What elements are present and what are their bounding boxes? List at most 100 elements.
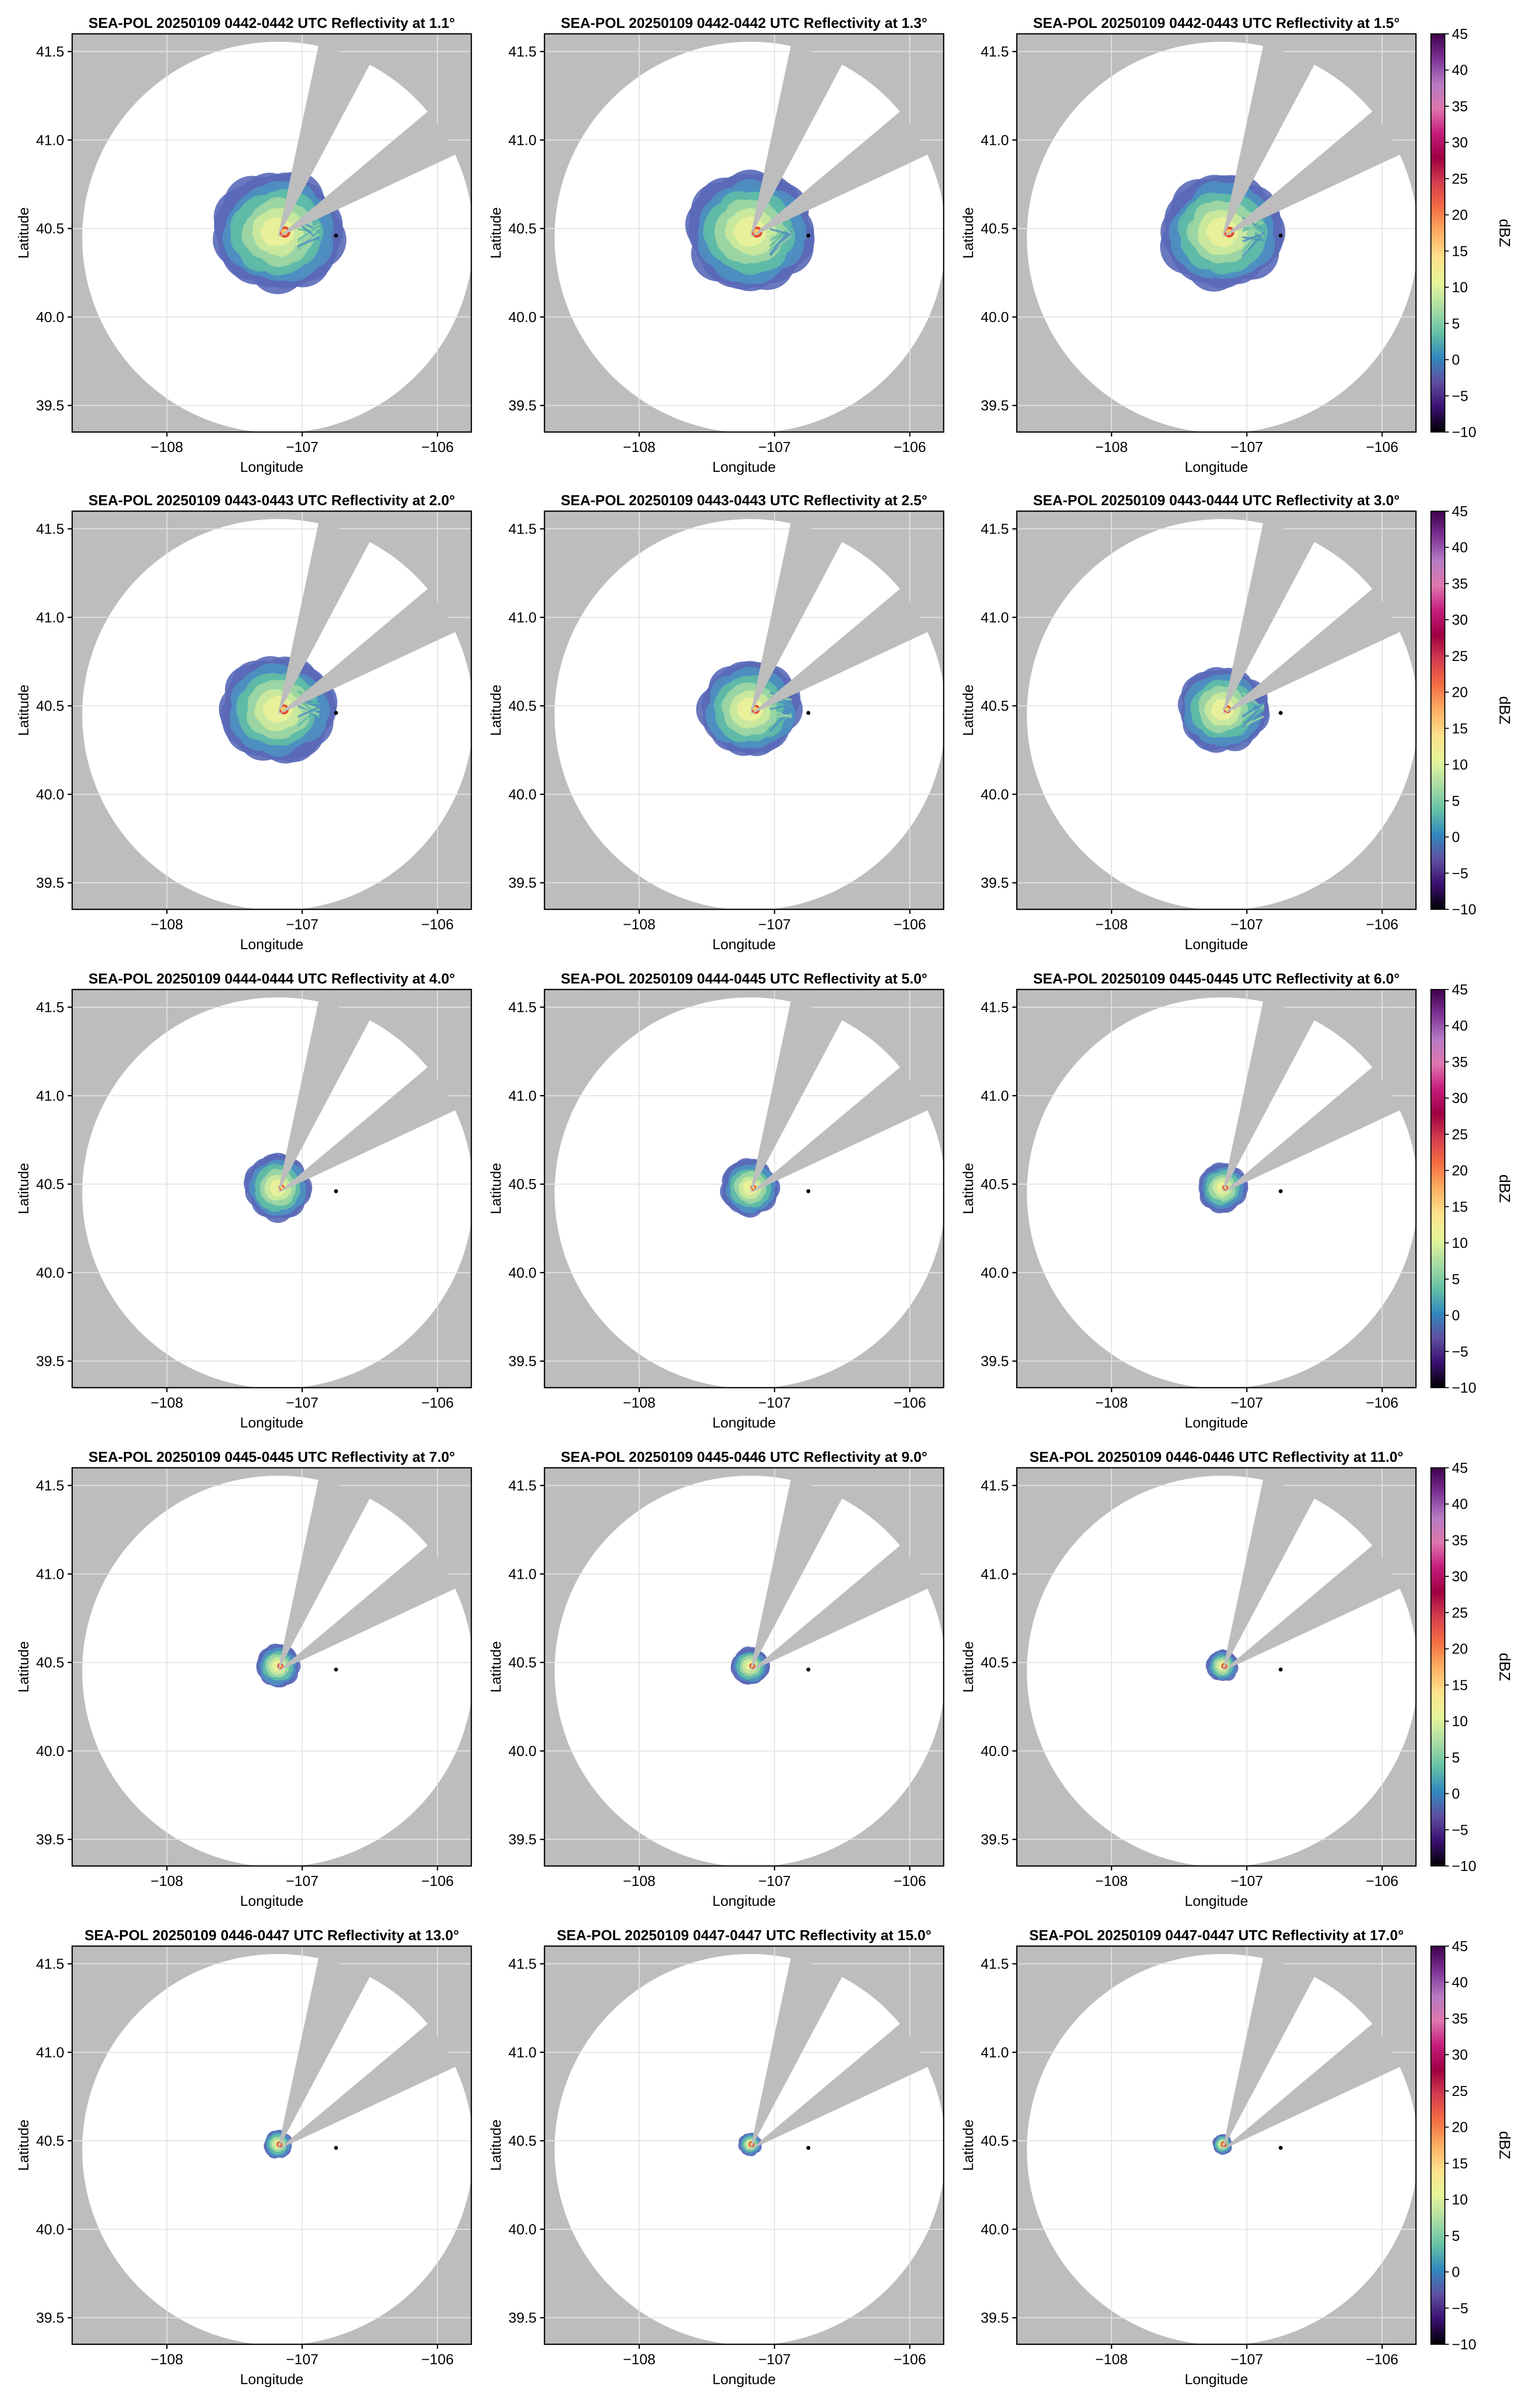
colorbar-tick-label: 45 (1452, 26, 1468, 42)
axes-frame (1016, 33, 1417, 433)
colorbar-tick-label: 15 (1452, 2156, 1468, 2172)
y-tick-label: 40.5 (981, 1177, 1009, 1193)
panel-14: −108 −107 −106 41.5 41.0 40.5 40.0 39.5 Longitud… (488, 1928, 945, 2388)
panel-11: −108 −107 −106 41.5 41.0 40.5 40.0 39.5 Longitud… (488, 1449, 945, 1909)
y-tick-label: 40.5 (36, 1655, 64, 1671)
panel-2: −108 −107 −106 41.5 41.0 40.5 40.0 39.5 Longitud… (488, 15, 945, 475)
panel-title: SEA-POL 20250109 0445-0445 UTC Reflectiv… (1033, 971, 1400, 987)
colorbar-tick-label: 35 (1452, 2011, 1468, 2027)
colorbar-gradient (1430, 1467, 1445, 1866)
radar-site-marker (806, 2146, 811, 2150)
y-tick-label: 41.0 (981, 132, 1009, 148)
panel-title: SEA-POL 20250109 0443-0444 UTC Reflectiv… (1033, 493, 1400, 509)
y-tick-label: 40.0 (36, 1265, 64, 1281)
radar-site-marker (1279, 711, 1283, 715)
y-tick-label: 39.5 (509, 1832, 537, 1848)
axes-frame (1016, 1945, 1417, 2345)
x-tick-label: −108 (623, 2352, 655, 2368)
radar-site-marker (806, 1189, 811, 1194)
y-tick-label: 40.0 (36, 787, 64, 803)
panel-title: SEA-POL 20250109 0445-0445 UTC Reflectiv… (89, 1449, 455, 1465)
x-tick-label: −108 (1095, 439, 1128, 455)
panel-title: SEA-POL 20250109 0444-0445 UTC Reflectiv… (561, 971, 927, 987)
colorbar-tick-label: 5 (1452, 1272, 1460, 1288)
x-tick-label: −108 (1095, 917, 1128, 933)
colorbar-tick-label: 5 (1452, 316, 1460, 332)
y-tick-label: 39.5 (509, 1354, 537, 1370)
colorbar-tick-label: 15 (1452, 243, 1468, 259)
echo-streak (1241, 231, 1265, 257)
gridlines (1017, 1468, 1416, 1866)
y-tick-label: 40.5 (36, 2133, 64, 2149)
y-tick-label: 40.0 (509, 1265, 537, 1281)
y-tick-label: 39.5 (509, 398, 537, 414)
echo-streak (297, 224, 320, 241)
x-tick-label: −106 (1366, 917, 1398, 933)
y-tick-label: 41.0 (36, 132, 64, 148)
colorbar-gradient (1430, 511, 1445, 910)
x-axis-label: Longitude (1185, 1415, 1248, 1431)
x-tick-label: −107 (286, 1873, 319, 1889)
axes-frame (1016, 510, 1417, 910)
x-tick-label: −107 (758, 1873, 791, 1889)
colorbar-tick-label: 45 (1452, 1939, 1468, 1955)
y-tick-label: 41.5 (981, 44, 1009, 60)
x-tick-label: −106 (421, 439, 453, 455)
colorbar-tick-label: 30 (1452, 1091, 1468, 1106)
radar-site-marker (334, 233, 338, 238)
y-tick-label: 41.0 (36, 1566, 64, 1582)
colorbar-tick-label: 0 (1452, 2265, 1460, 2281)
y-tick-label: 40.0 (981, 2222, 1009, 2238)
x-axis-label: Longitude (712, 459, 775, 475)
x-tick-label: −106 (893, 2352, 926, 2368)
y-tick-label: 41.0 (509, 2045, 537, 2061)
panel-title: SEA-POL 20250109 0447-0447 UTC Reflectiv… (557, 1928, 932, 1944)
colorbar-tick-label: 15 (1452, 1677, 1468, 1693)
x-tick-label: −107 (1231, 2352, 1263, 2368)
panel-3: −108 −107 −106 41.5 41.0 40.5 40.0 39.5 Longitud… (961, 15, 1417, 475)
y-tick-label: 40.0 (981, 1744, 1009, 1759)
y-axis-label: Latitude (961, 684, 976, 736)
colorbar-label: dBZ (1496, 2131, 1514, 2160)
x-tick-label: −107 (286, 2352, 319, 2368)
colorbar-tick-label: 40 (1452, 1018, 1468, 1034)
y-tick-label: 40.0 (509, 2222, 537, 2238)
x-tick-label: −106 (893, 439, 926, 455)
y-tick-label: 41.0 (36, 1088, 64, 1104)
x-tick-label: −106 (421, 917, 453, 933)
echo-streak (1242, 223, 1265, 232)
blocked-sector (278, 1001, 455, 1193)
y-tick-label: 39.5 (36, 398, 64, 414)
y-tick-label: 41.5 (36, 522, 64, 538)
y-axis-label: Latitude (16, 684, 32, 736)
x-axis-label: Longitude (1185, 459, 1248, 475)
colorbar-tick-label: 20 (1452, 2120, 1468, 2136)
x-tick-label: −108 (151, 1395, 183, 1411)
y-tick-label: 41.0 (509, 1566, 537, 1582)
colorbar-tick-label: −5 (1452, 1344, 1468, 1360)
gridlines (1017, 511, 1416, 909)
x-tick-label: −108 (623, 1395, 655, 1411)
x-tick-label: −108 (151, 1873, 183, 1889)
x-axis-label: Longitude (1185, 1893, 1248, 1909)
panel-4: −108 −107 −106 41.5 41.0 40.5 40.0 39.5 Longitud… (16, 493, 472, 953)
colorbar-tick-label: 40 (1452, 1497, 1468, 1513)
radar-site-marker (1279, 2146, 1283, 2150)
blocked-sector (1222, 1958, 1400, 2150)
x-axis-label: Longitude (240, 1893, 303, 1909)
colorbar-tick-label: 15 (1452, 1199, 1468, 1215)
y-tick-label: 41.5 (509, 1000, 537, 1016)
y-tick-label: 41.0 (36, 2045, 64, 2061)
colorbar-tick-label: −10 (1452, 425, 1476, 440)
gridlines (544, 1468, 944, 1866)
x-axis-label: Longitude (240, 459, 303, 475)
x-tick-label: −106 (421, 1395, 453, 1411)
echo-streak (297, 236, 320, 247)
colorbar-label: dBZ (1496, 219, 1514, 247)
y-axis-label: Latitude (16, 1163, 32, 1214)
y-axis-label: Latitude (488, 2119, 504, 2171)
echo-streak (1241, 701, 1265, 728)
y-tick-label: 41.5 (509, 1478, 537, 1494)
y-tick-label: 40.0 (981, 310, 1009, 326)
colorbar-tick-label: −5 (1452, 2300, 1468, 2316)
